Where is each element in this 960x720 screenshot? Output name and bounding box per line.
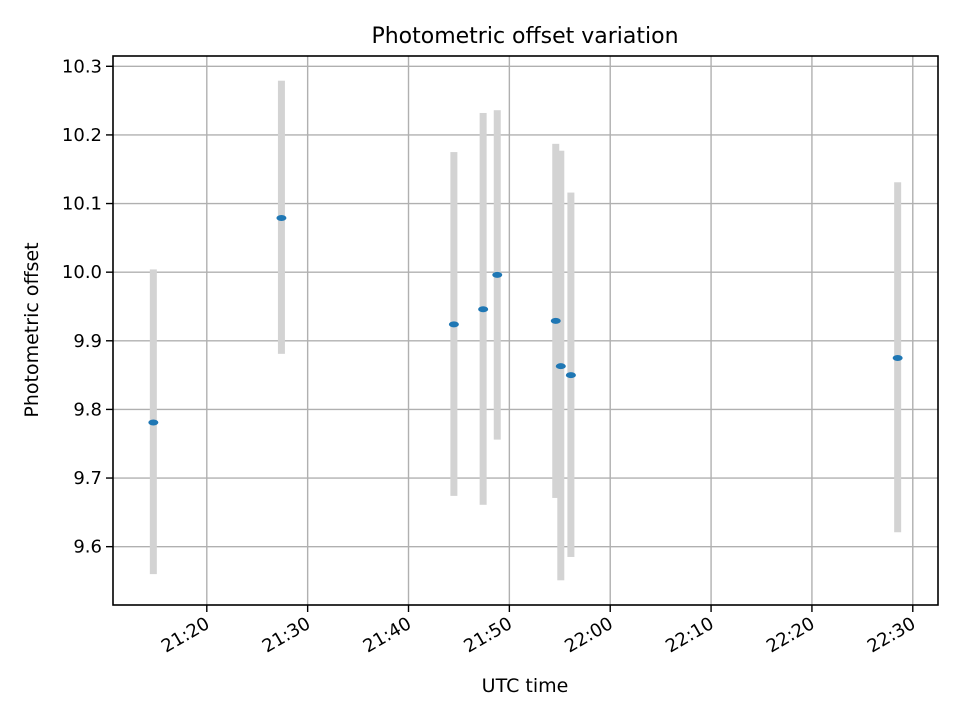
grid [113,56,938,605]
x-tick-label: 21:40 [360,613,415,657]
y-tick-label: 10.3 [62,56,102,77]
data-point [892,354,903,361]
plot-frame [112,55,939,606]
y-tick-label: 10.1 [62,194,102,215]
chart-title: Photometric offset variation [371,24,678,49]
x-tick-label: 21:30 [259,613,314,657]
data-point [555,363,566,370]
x-tick-label: 22:10 [662,613,717,657]
x-tick-label: 22:20 [763,613,818,657]
data-points [148,214,903,426]
y-tick-label: 9.7 [73,468,102,489]
x-tick-label: 22:00 [561,613,616,657]
x-axis-label: UTC time [482,675,569,697]
error-bars [149,80,902,581]
y-tick-label: 10.2 [62,125,102,146]
data-point [448,321,459,328]
data-point [276,214,287,221]
y-tick-label: 10.0 [62,262,102,283]
x-tick-label: 22:30 [864,613,919,657]
y-tick-label: 9.6 [73,537,102,558]
data-point [565,372,576,379]
x-tick-label: 21:20 [158,613,213,657]
data-point [492,271,503,278]
x-tick-label: 21:50 [460,613,515,657]
axis-ticks: 21:20 21:30 21:40 21:50 22:00 22:10 22:20 22:30… [62,56,919,657]
data-point [550,317,561,324]
data-point [478,306,489,313]
data-point [148,419,159,426]
y-tick-label: 9.8 [73,399,102,420]
y-tick-label: 9.9 [73,331,102,352]
y-axis-label: Photometric offset [21,242,43,417]
